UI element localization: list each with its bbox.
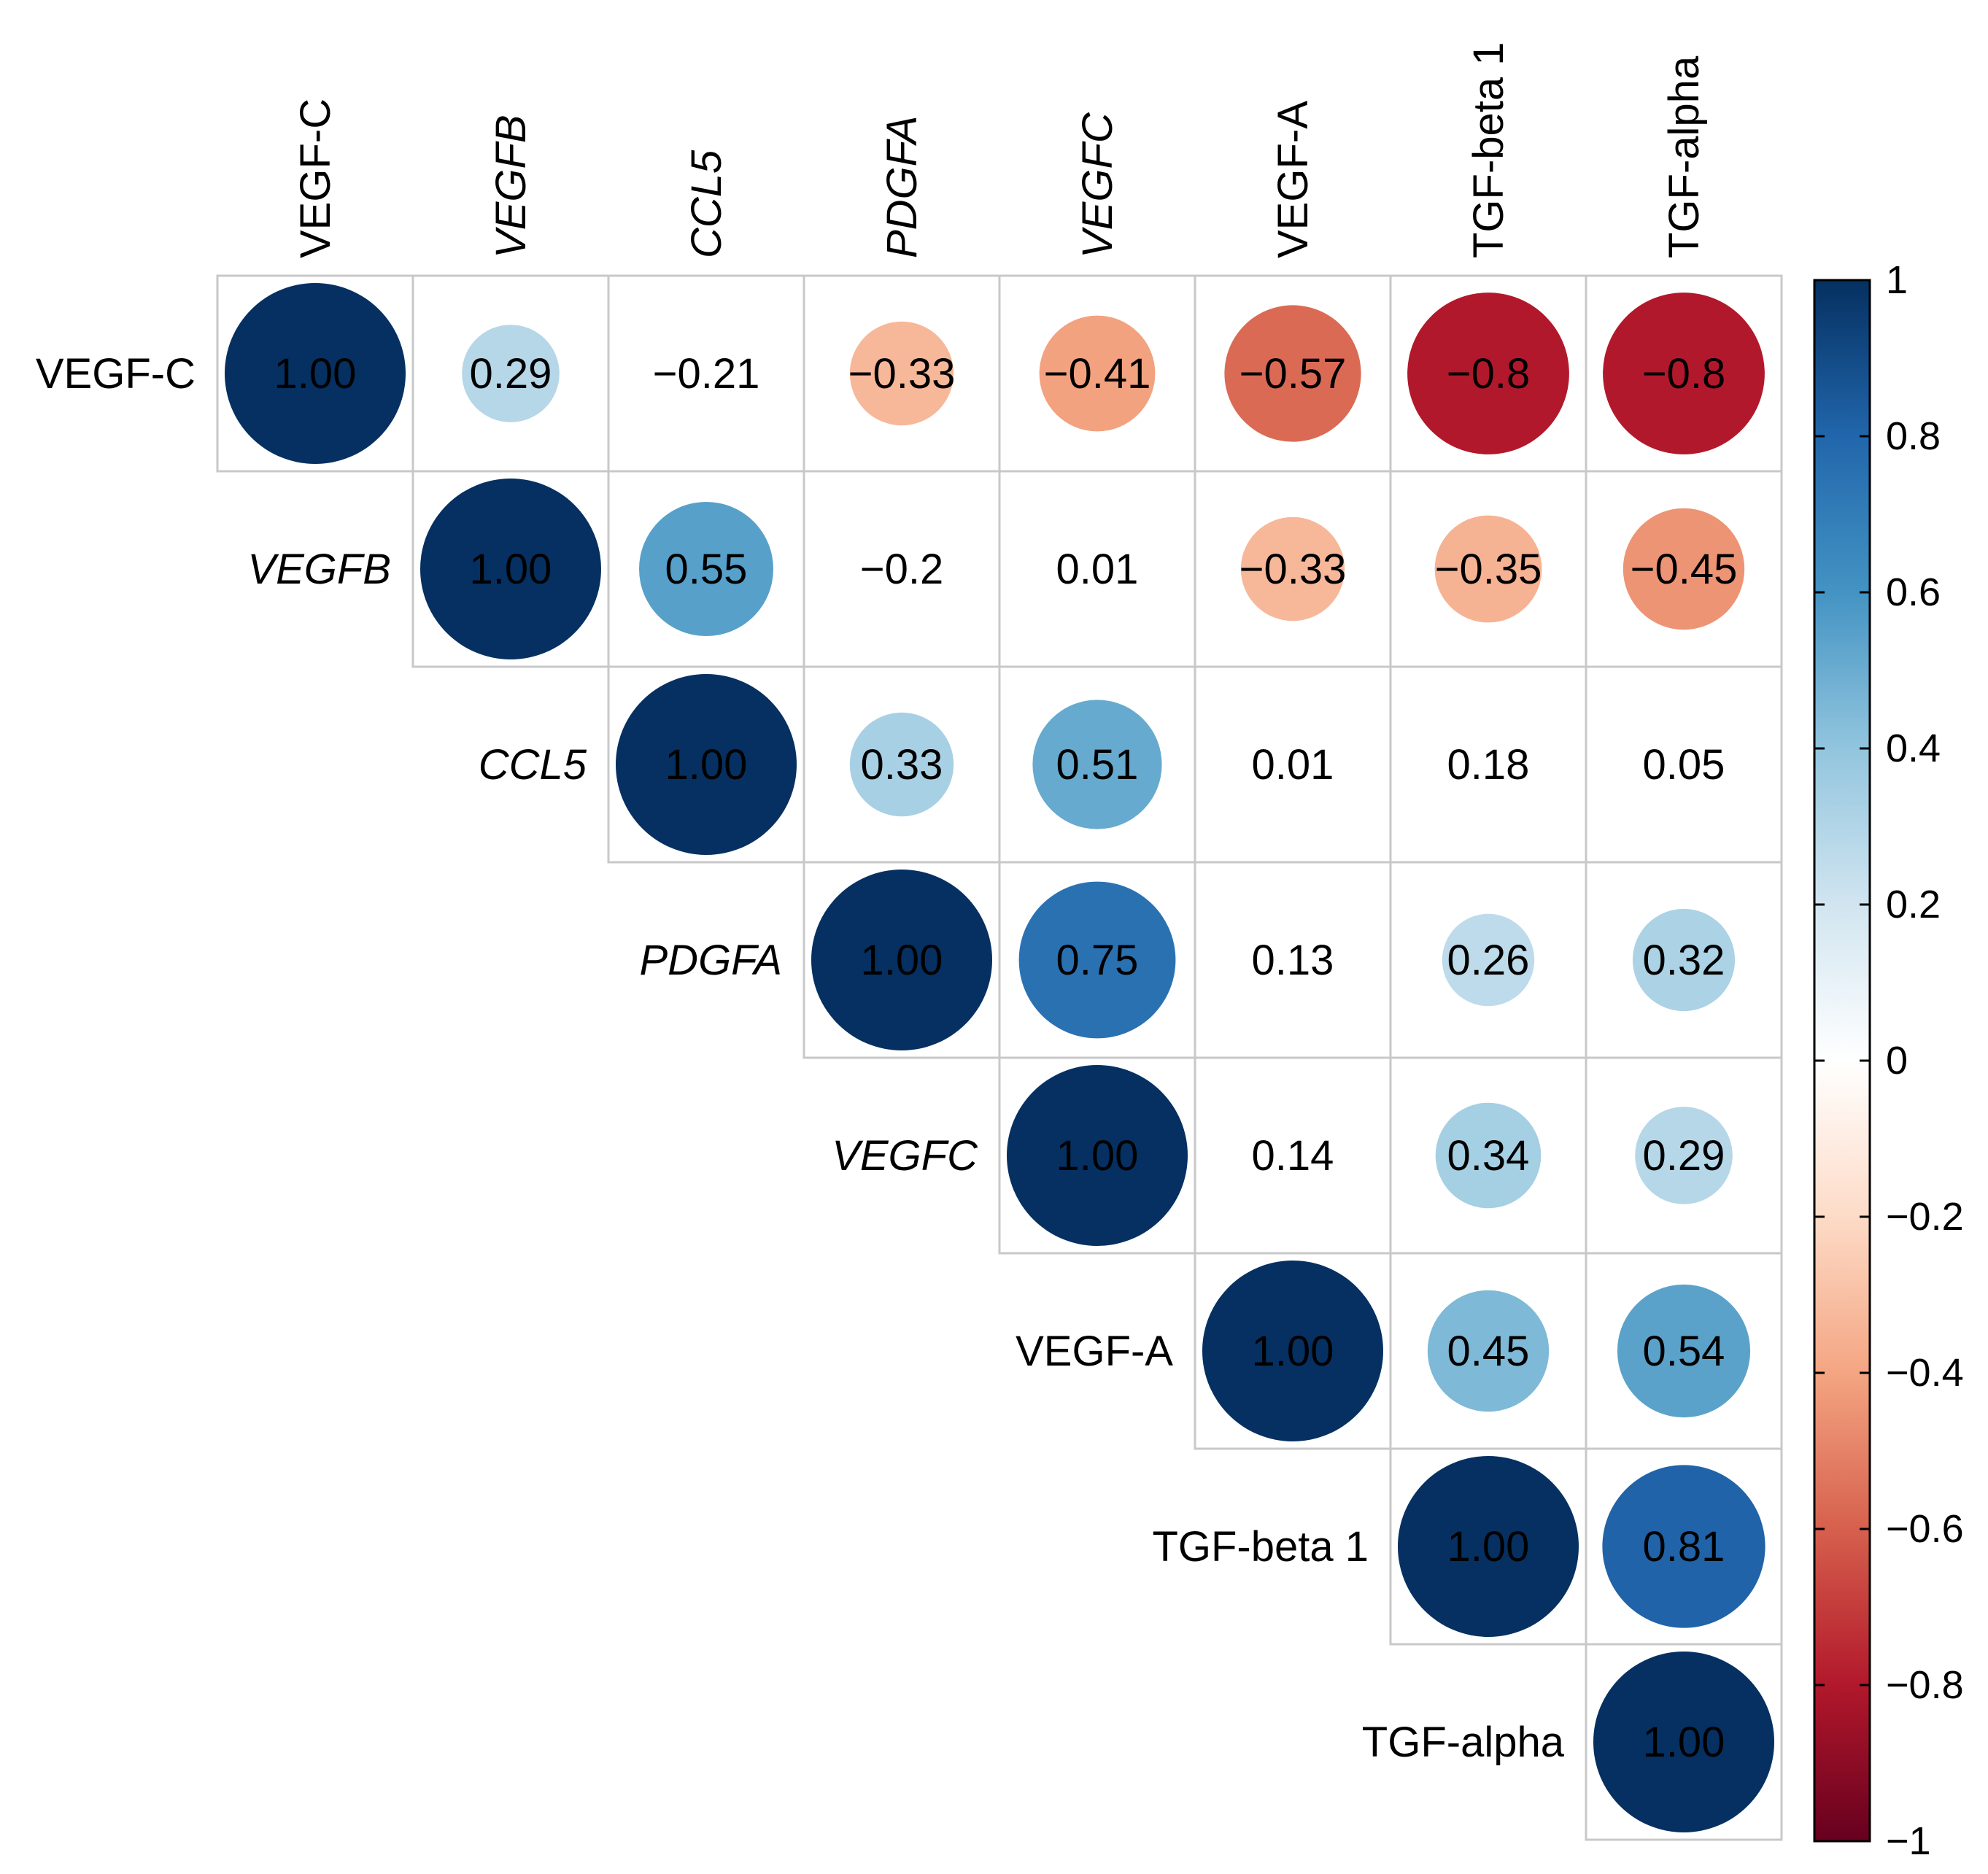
corr-value-label: 0.29 (470, 350, 552, 398)
corr-value-label: 0.14 (1252, 1132, 1334, 1180)
row-label: TGF-beta 1 (1152, 1523, 1369, 1571)
corr-circle (849, 712, 954, 817)
row-label: VEGFC (832, 1132, 978, 1180)
corr-circle (616, 674, 797, 855)
value-layer: 1.00 0.29 −0.21 −0.33 −0.41 −0.57 −0.8 −0.8 1.00… (274, 350, 1738, 1766)
colorbar-tick-label: −0.6 (1886, 1507, 1964, 1551)
corr-value-label: 0.34 (1447, 1132, 1530, 1180)
corr-value-label: 1.00 (470, 546, 552, 593)
column-label: VEGF-A (1269, 101, 1317, 258)
corr-circle (1427, 1290, 1550, 1412)
corr-circle (1632, 908, 1736, 1012)
corr-circle (1240, 516, 1345, 622)
corr-value-label: 0.33 (861, 741, 943, 789)
row-label: VEGF-C (36, 350, 196, 398)
corr-circle (1635, 1107, 1733, 1204)
corr-circle (1622, 508, 1745, 630)
circle-layer (225, 283, 1774, 1832)
corr-value-label: −0.8 (1642, 350, 1726, 398)
row-label: VEGF-A (1016, 1328, 1173, 1375)
corr-value-label: 0.32 (1643, 937, 1725, 984)
corr-circle (1407, 293, 1569, 454)
corr-value-label: −0.33 (1239, 546, 1347, 593)
column-label: PDGFA (878, 116, 926, 259)
corr-value-label: −0.33 (848, 350, 956, 398)
grid-layer (216, 274, 1783, 1841)
corr-circle (1435, 1102, 1542, 1209)
grid-cell (1585, 1643, 1783, 1841)
corr-circle (1224, 305, 1361, 442)
corr-value-label: −0.41 (1044, 350, 1151, 398)
corr-value-label: −0.2 (860, 546, 944, 593)
corr-circle (1593, 1652, 1774, 1832)
corr-value-label: 0.13 (1252, 937, 1334, 984)
corr-value-label: 1.00 (1447, 1523, 1530, 1571)
corr-value-label: 0.29 (1643, 1132, 1725, 1180)
corr-value-label: 0.26 (1447, 937, 1530, 984)
corr-value-label: 1.00 (274, 350, 357, 398)
colorbar-tick-label: −0.4 (1886, 1351, 1964, 1395)
corr-circle (849, 321, 954, 426)
corr-circle (1032, 700, 1162, 829)
corr-value-label: 0.05 (1643, 741, 1725, 789)
colorbar-tick-label: 1 (1886, 258, 1908, 302)
corr-circle (1202, 1261, 1383, 1441)
row-label: TGF-alpha (1362, 1719, 1565, 1766)
corr-value-label: −0.45 (1631, 546, 1738, 593)
corr-value-label: 0.18 (1447, 741, 1530, 789)
column-label: CCL5 (683, 150, 730, 258)
corr-circle (1398, 1456, 1579, 1637)
corr-value-label: 1.00 (861, 937, 943, 984)
column-label: TGF-alpha (1660, 55, 1708, 258)
colorbar-tick-label: 0.6 (1886, 570, 1941, 614)
row-label: CCL5 (479, 741, 587, 789)
corr-circle (1442, 913, 1535, 1007)
corr-circle (1603, 293, 1765, 454)
corr-value-label: 0.54 (1643, 1328, 1725, 1375)
column-label: VEGFC (1074, 112, 1121, 258)
corr-value-label: −0.35 (1435, 546, 1542, 593)
corr-circle (225, 283, 406, 464)
corr-circle (1039, 315, 1156, 432)
row-label: VEGFB (247, 546, 391, 593)
corr-value-label: 0.81 (1643, 1523, 1725, 1571)
corr-circle (1007, 1065, 1188, 1246)
colorbar-tick-label: 0 (1886, 1039, 1908, 1083)
column-label: VEGFB (487, 115, 535, 258)
corr-circle (1434, 515, 1542, 623)
corr-value-label: 0.75 (1056, 937, 1139, 984)
corr-circle (1617, 1284, 1751, 1418)
colorbar-tick-label: −0.8 (1886, 1663, 1964, 1707)
corr-value-label: 1.00 (1056, 1132, 1139, 1180)
colorbar-tick-label: −1 (1886, 1819, 1931, 1863)
corr-circle (1602, 1465, 1765, 1628)
colorbar-tick-label: 0.8 (1886, 414, 1941, 458)
column-label: VEGF-C (292, 98, 339, 258)
column-label: TGF-beta 1 (1465, 42, 1512, 258)
corr-circle (462, 325, 560, 422)
colorbar: 1 0.8 0.6 0.4 0.2 0 −0.2 −0.4 −0.6 −0.8 −1 (1813, 258, 1964, 1863)
colorbar-tick-label: 0.4 (1886, 727, 1941, 770)
colorbar-tick-label: 0.2 (1886, 883, 1941, 926)
corr-value-label: −0.21 (653, 350, 760, 398)
row-label: PDGFA (640, 937, 783, 984)
corr-value-label: −0.57 (1239, 350, 1347, 398)
corr-value-label: 0.01 (1252, 741, 1334, 789)
corr-value-label: 0.45 (1447, 1328, 1530, 1375)
corr-value-label: 0.01 (1056, 546, 1139, 593)
corr-circle (639, 502, 773, 636)
corr-value-label: 1.00 (1252, 1328, 1334, 1375)
colorbar-tick-label: −0.2 (1886, 1195, 1964, 1239)
label-layer: VEGF-C VEGFB CCL5 PDGFA VEGFC VEGF-A TGF-beta … (36, 42, 1708, 1766)
corr-value-label: 1.00 (1643, 1719, 1725, 1766)
corr-value-label: −0.8 (1447, 350, 1531, 398)
corr-circle (1018, 881, 1176, 1039)
corr-circle (420, 479, 601, 659)
corr-value-label: 0.55 (665, 546, 748, 593)
corr-circle (811, 870, 992, 1050)
corr-value-label: 0.51 (1056, 741, 1139, 789)
corr-value-label: 1.00 (665, 741, 748, 789)
